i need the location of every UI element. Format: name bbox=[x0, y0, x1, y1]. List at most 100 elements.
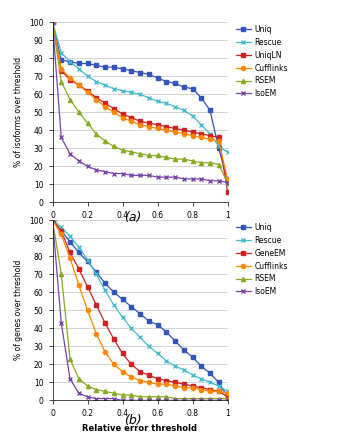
Cufflinks bbox=[129, 374, 133, 380]
Cufflinks bbox=[68, 75, 72, 81]
Rescue bbox=[190, 373, 195, 378]
Text: (a): (a) bbox=[124, 211, 142, 224]
Rescue bbox=[147, 95, 151, 100]
Cufflinks bbox=[190, 133, 195, 138]
Line: GeneEM: GeneEM bbox=[50, 218, 230, 399]
IsoEM bbox=[147, 398, 151, 403]
Uniq bbox=[217, 146, 221, 151]
Rescue bbox=[164, 100, 168, 106]
RSEM bbox=[129, 149, 133, 154]
UniqLN bbox=[199, 131, 203, 136]
RSEM bbox=[129, 392, 133, 398]
IsoEM bbox=[94, 167, 98, 172]
Rescue bbox=[182, 367, 186, 372]
Uniq bbox=[112, 290, 116, 295]
UniqLN bbox=[94, 95, 98, 100]
Uniq bbox=[120, 297, 125, 302]
UniqLN bbox=[190, 129, 195, 135]
RSEM bbox=[94, 131, 98, 136]
Cufflinks bbox=[225, 391, 230, 396]
IsoEM bbox=[85, 164, 90, 169]
UniqLN bbox=[138, 118, 142, 124]
GeneEM bbox=[129, 362, 133, 367]
Line: IsoEM: IsoEM bbox=[50, 20, 230, 185]
UniqLN bbox=[164, 124, 168, 129]
RSEM bbox=[112, 144, 116, 149]
Y-axis label: % of isoforms over threshold: % of isoforms over threshold bbox=[14, 57, 23, 167]
Rescue bbox=[199, 376, 203, 381]
IsoEM bbox=[103, 396, 107, 401]
Uniq bbox=[138, 311, 142, 316]
Uniq bbox=[208, 370, 212, 376]
IsoEM bbox=[138, 172, 142, 178]
Rescue bbox=[85, 257, 90, 262]
UniqLN bbox=[77, 82, 81, 88]
Y-axis label: % of genes over threshold: % of genes over threshold bbox=[14, 260, 23, 360]
Cufflinks bbox=[77, 82, 81, 88]
Cufflinks bbox=[68, 255, 72, 260]
RSEM bbox=[120, 147, 125, 153]
GeneEM bbox=[112, 337, 116, 342]
IsoEM bbox=[173, 398, 177, 403]
Rescue bbox=[225, 389, 230, 394]
IsoEM bbox=[199, 398, 203, 403]
Rescue bbox=[112, 302, 116, 308]
RSEM bbox=[50, 217, 55, 223]
Rescue bbox=[50, 19, 55, 25]
RSEM bbox=[68, 356, 72, 362]
Line: IsoEM: IsoEM bbox=[50, 218, 230, 403]
Rescue bbox=[208, 131, 212, 136]
Rescue bbox=[77, 66, 81, 72]
RSEM bbox=[77, 376, 81, 381]
RSEM bbox=[103, 389, 107, 394]
Line: RSEM: RSEM bbox=[50, 20, 230, 185]
RSEM bbox=[199, 160, 203, 165]
IsoEM bbox=[199, 176, 203, 182]
Uniq bbox=[147, 72, 151, 77]
UniqLN bbox=[217, 135, 221, 140]
Uniq bbox=[190, 355, 195, 360]
Uniq bbox=[50, 19, 55, 25]
Cufflinks bbox=[94, 331, 98, 336]
UniqLN bbox=[208, 133, 212, 138]
Rescue bbox=[77, 244, 81, 249]
IsoEM bbox=[50, 217, 55, 223]
Cufflinks bbox=[182, 385, 186, 390]
UniqLN bbox=[112, 106, 116, 111]
Rescue bbox=[94, 271, 98, 277]
IsoEM bbox=[103, 169, 107, 174]
Uniq bbox=[103, 281, 107, 286]
Rescue bbox=[138, 92, 142, 97]
Rescue bbox=[182, 108, 186, 113]
Line: Cufflinks: Cufflinks bbox=[50, 218, 230, 395]
RSEM bbox=[182, 396, 186, 401]
X-axis label: Relative error threshold: Relative error threshold bbox=[83, 424, 197, 433]
Uniq bbox=[120, 66, 125, 72]
IsoEM bbox=[155, 175, 160, 180]
Rescue bbox=[68, 234, 72, 239]
Cufflinks bbox=[147, 380, 151, 385]
Rescue bbox=[138, 334, 142, 340]
IsoEM bbox=[129, 172, 133, 178]
Cufflinks bbox=[85, 308, 90, 313]
Cufflinks bbox=[138, 378, 142, 383]
Cufflinks bbox=[155, 126, 160, 131]
IsoEM bbox=[182, 398, 186, 403]
UniqLN bbox=[129, 115, 133, 120]
Rescue bbox=[120, 88, 125, 93]
Uniq bbox=[77, 61, 81, 66]
Cufflinks bbox=[217, 389, 221, 394]
Cufflinks bbox=[120, 115, 125, 120]
Rescue bbox=[155, 351, 160, 356]
Uniq bbox=[173, 81, 177, 86]
Cufflinks bbox=[164, 381, 168, 387]
RSEM bbox=[77, 110, 81, 115]
Text: (b): (b) bbox=[124, 414, 142, 427]
RSEM bbox=[138, 394, 142, 400]
Uniq bbox=[50, 217, 55, 223]
Cufflinks bbox=[147, 124, 151, 129]
Rescue bbox=[164, 358, 168, 363]
Legend: Uniq, Rescue, UniqLN, Cufflinks, RSEM, IsoEM: Uniq, Rescue, UniqLN, Cufflinks, RSEM, I… bbox=[233, 22, 291, 101]
Rescue bbox=[147, 344, 151, 349]
Line: Uniq: Uniq bbox=[50, 218, 230, 399]
